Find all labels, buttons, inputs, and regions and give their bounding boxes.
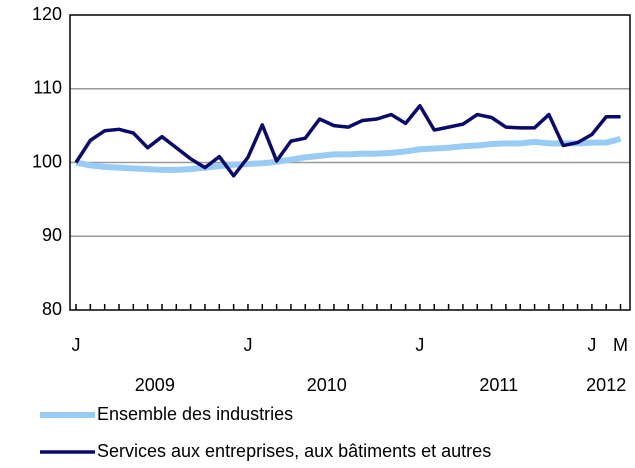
series-line [75,135,622,173]
x-tick-label: J [72,335,81,355]
x-tick-label: J [243,335,252,355]
legend-label: Ensemble des industries [97,404,293,424]
y-tick-label: 80 [42,299,62,319]
series-line [74,103,621,178]
plot-frame [69,14,631,311]
y-tick-label: 110 [33,78,62,98]
y-tick-label: 120 [32,4,62,24]
year-label: 2010 [307,375,347,395]
x-tick-label: J [415,335,424,355]
x-tick-label: J [587,335,596,355]
x-tick-label: M [613,335,628,355]
year-label: 2009 [135,375,175,395]
y-tick-label: 100 [32,151,62,171]
year-label: 2012 [586,375,626,395]
legend-label: Services aux entreprises, aux bâtiments … [97,441,491,461]
year-label: 2011 [479,375,518,395]
y-tick-label: 90 [42,225,62,245]
